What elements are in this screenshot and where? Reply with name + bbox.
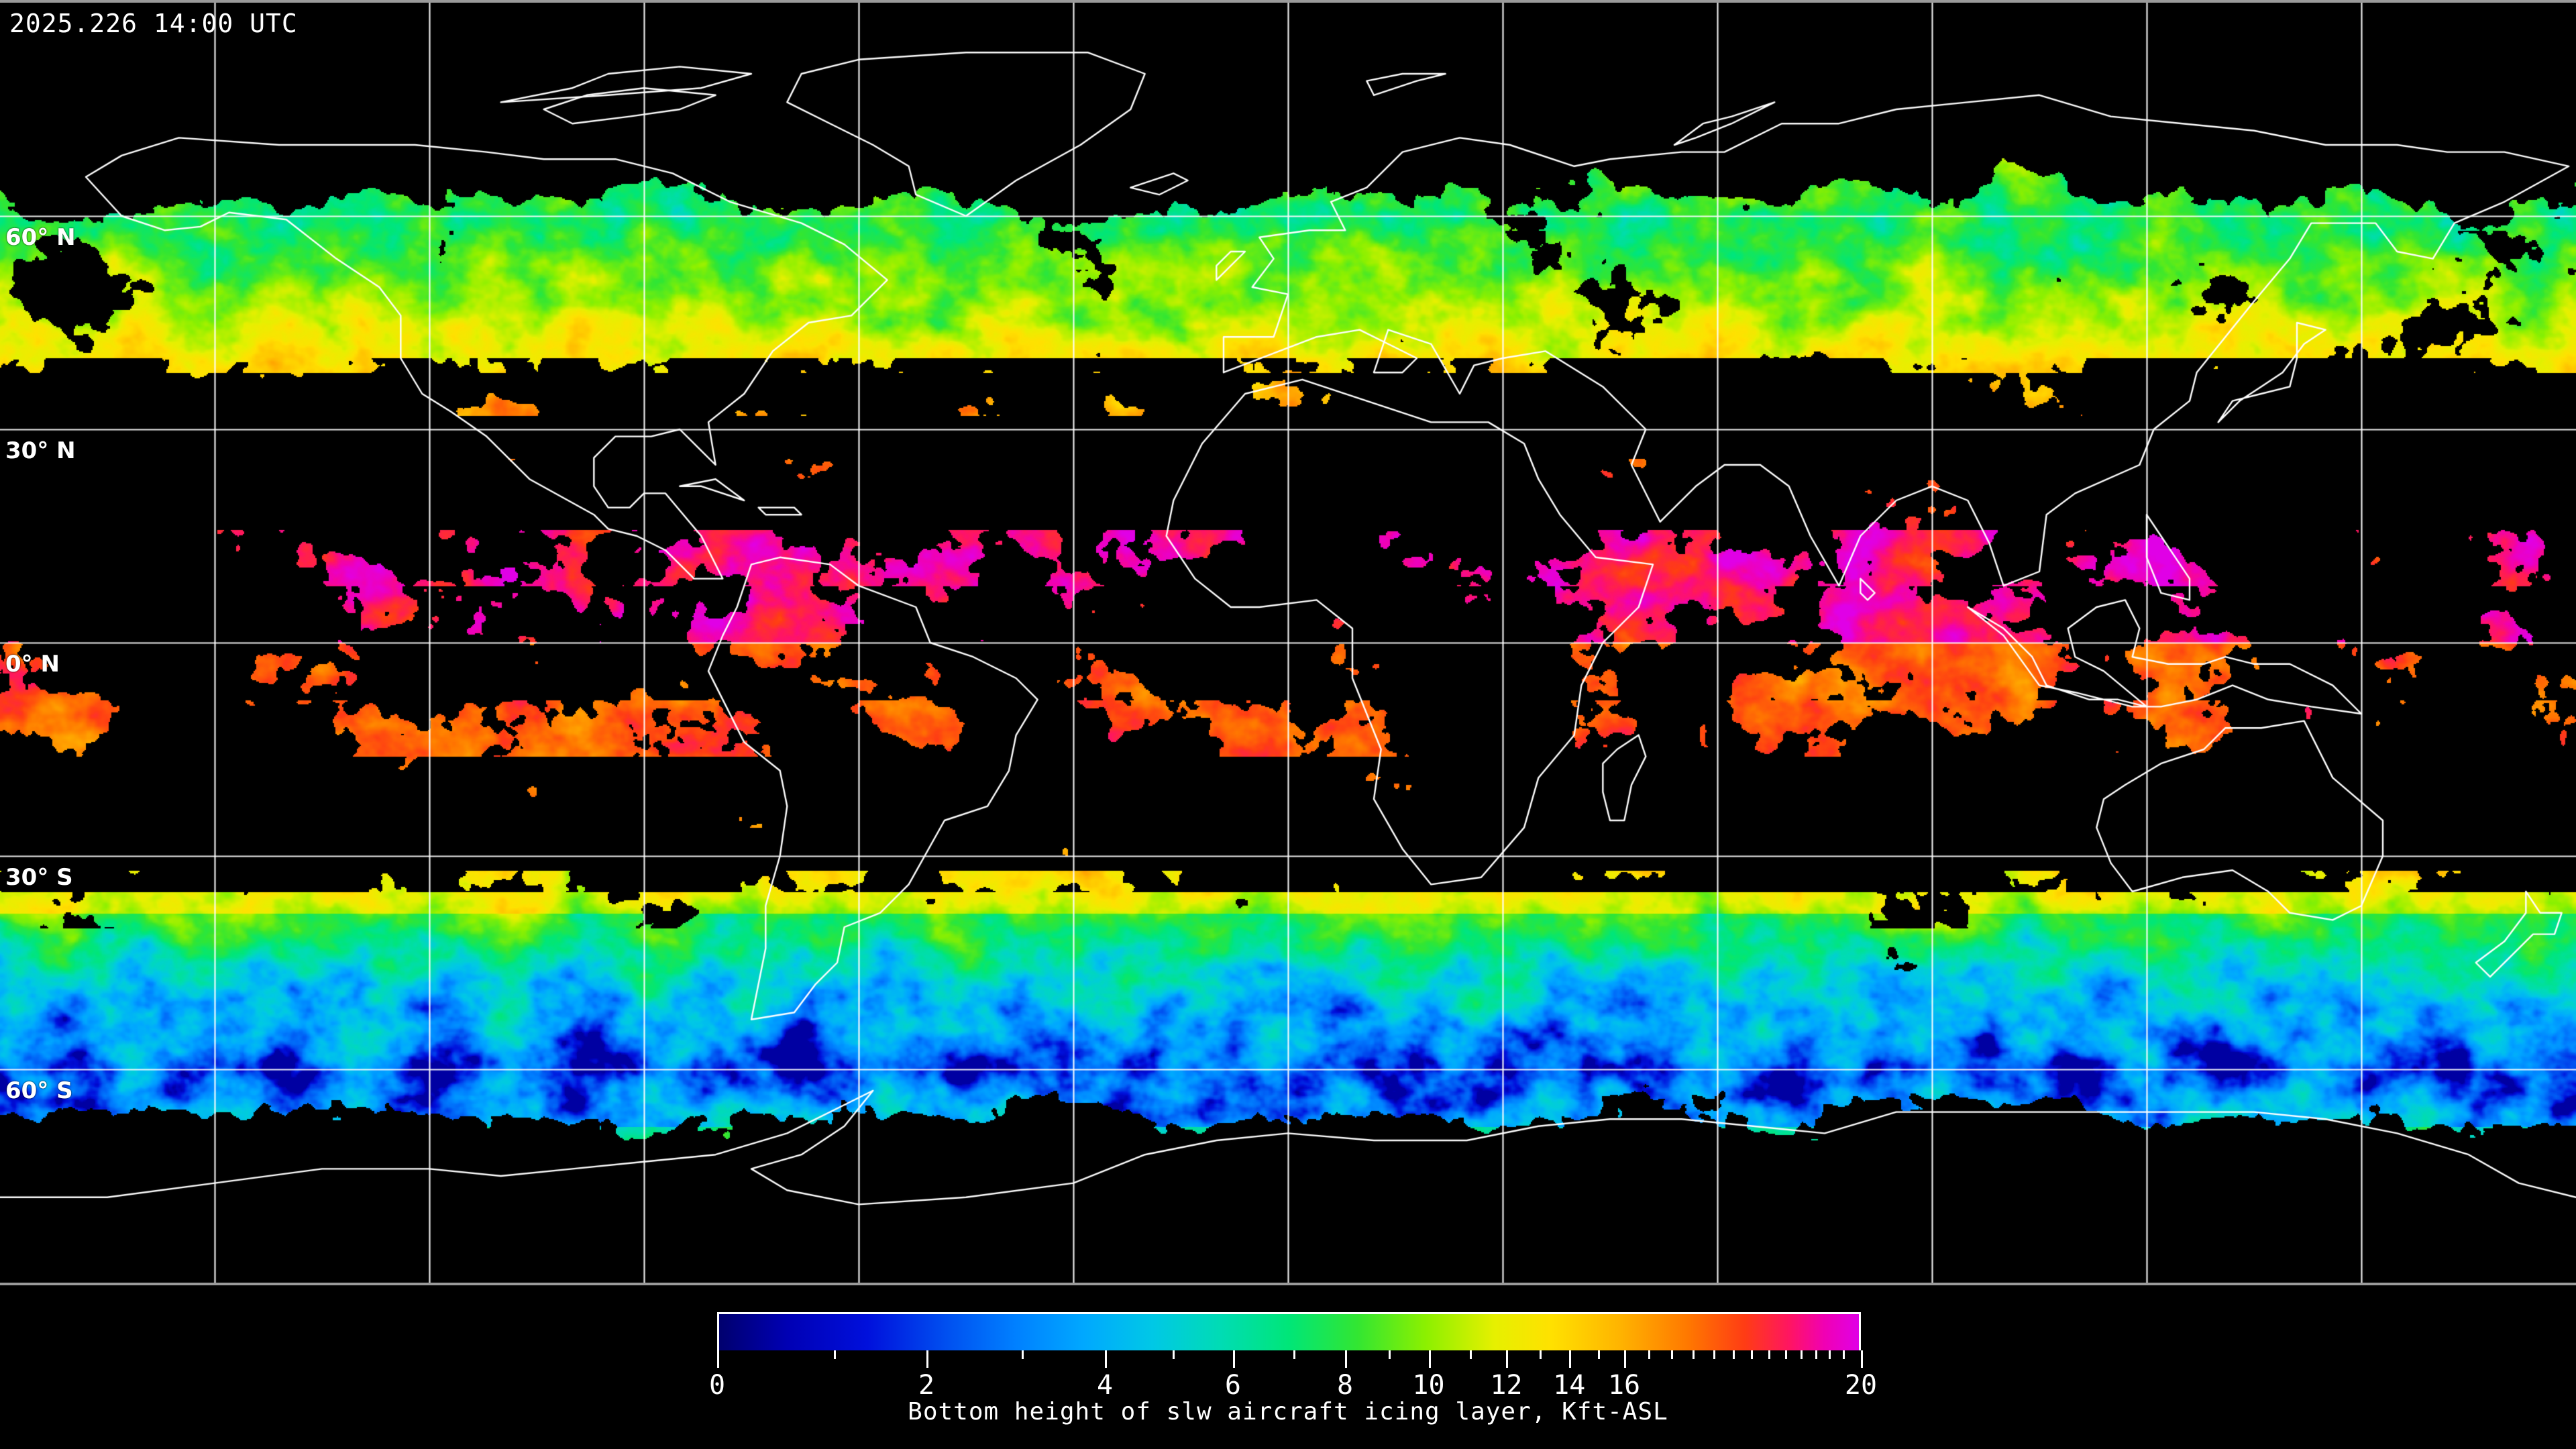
colorbar-label-16: 16 xyxy=(1607,1370,1641,1401)
colorbar-tick-minor-3 xyxy=(1293,1350,1296,1359)
colorbar-label-12: 12 xyxy=(1490,1370,1523,1401)
world-map-canvas[interactable] xyxy=(0,3,2576,1283)
world-map-panel[interactable]: 2025.226 14:00 UTC 60° N 30° N 0° N 30° … xyxy=(0,3,2576,1283)
colorbar-tick-minor-6 xyxy=(1539,1350,1542,1359)
lat-label-0n: 0° N xyxy=(5,651,60,678)
colorbar-label-14: 14 xyxy=(1553,1370,1586,1401)
colorbar-tick-minor-19 xyxy=(1842,1350,1845,1359)
colorbar-tick-minor-2 xyxy=(1172,1350,1175,1359)
colorbar-tick-major-10 xyxy=(1428,1350,1431,1368)
colorbar-tick-minor-11 xyxy=(1713,1350,1716,1359)
colorbar-tick-minor-17 xyxy=(1815,1350,1817,1359)
colorbar-tick-minor-15 xyxy=(1785,1350,1788,1359)
map-bottom-divider xyxy=(0,1283,2576,1285)
colorbar-gradient xyxy=(717,1312,1861,1350)
colorbar-tick-major-8 xyxy=(1345,1350,1348,1368)
top-divider xyxy=(0,0,2576,3)
colorbar-label-20: 20 xyxy=(1844,1370,1878,1401)
colorbar-tick-major-20 xyxy=(1861,1350,1863,1368)
colorbar-tick-major-2 xyxy=(926,1350,928,1368)
colorbar-ticks xyxy=(717,1350,1863,1371)
colorbar-tick-major-12 xyxy=(1506,1350,1509,1368)
colorbar-label-8: 8 xyxy=(1336,1370,1354,1401)
colorbar-tick-labels: 0 2 4 6 8 10 12 14 16 20 xyxy=(709,1370,1877,1405)
lat-label-60s: 60° S xyxy=(5,1077,73,1104)
colorbar-tick-minor-16 xyxy=(1800,1350,1803,1359)
colorbar-tick-minor-18 xyxy=(1829,1350,1831,1359)
colorbar-tick-minor-7 xyxy=(1597,1350,1600,1359)
colorbar-tick-major-0 xyxy=(717,1350,719,1368)
lat-label-30n: 30° N xyxy=(5,437,76,464)
lat-label-30s: 30° S xyxy=(5,864,73,891)
colorbar-label-4: 4 xyxy=(1096,1370,1114,1401)
colorbar-tick-minor-0 xyxy=(833,1350,836,1359)
colorbar-tick-minor-12 xyxy=(1733,1350,1735,1359)
colorbar-label-0: 0 xyxy=(708,1370,726,1401)
lat-label-60n: 60° N xyxy=(5,224,76,251)
colorbar-label-6: 6 xyxy=(1224,1370,1241,1401)
colorbar-block: 0 2 4 6 8 10 12 14 16 20 Bottom height of slw air… xyxy=(0,1285,2576,1449)
colorbar-label-10: 10 xyxy=(1412,1370,1445,1401)
colorbar-tick-minor-4 xyxy=(1388,1350,1391,1359)
colorbar-tick-major-14 xyxy=(1569,1350,1572,1368)
colorbar-tick-minor-13 xyxy=(1751,1350,1754,1359)
timestamp-label: 2025.226 14:00 UTC xyxy=(9,9,298,38)
colorbar-tick-minor-9 xyxy=(1670,1350,1673,1359)
colorbar-label-2: 2 xyxy=(918,1370,935,1401)
colorbar-tick-minor-1 xyxy=(1021,1350,1024,1359)
colorbar-tick-major-6 xyxy=(1232,1350,1235,1368)
colorbar-caption: Bottom height of slw aircraft icing laye… xyxy=(908,1398,1668,1426)
colorbar-tick-minor-10 xyxy=(1693,1350,1695,1359)
colorbar-tick-minor-14 xyxy=(1768,1350,1770,1359)
colorbar-tick-major-16 xyxy=(1624,1350,1627,1368)
colorbar-tick-major-4 xyxy=(1104,1350,1107,1368)
colorbar-tick-minor-8 xyxy=(1648,1350,1650,1359)
colorbar-tick-minor-5 xyxy=(1469,1350,1472,1359)
colorbar[interactable]: 0 2 4 6 8 10 12 14 16 20 xyxy=(709,1312,1877,1401)
